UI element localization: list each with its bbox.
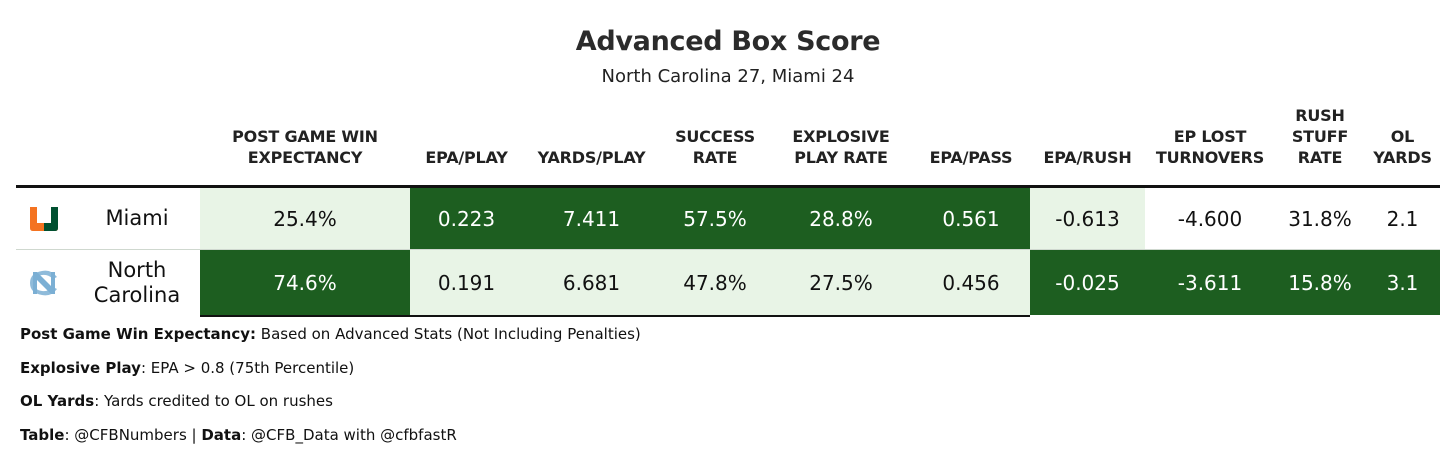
row-divider — [16, 249, 1440, 250]
cell-ol_yards: 3.1 — [1365, 250, 1440, 315]
unc-nc-logo-icon — [24, 268, 64, 303]
column-header-line: POST GAME WIN — [232, 127, 378, 146]
cell-epa_play: 0.223 — [410, 188, 523, 249]
miami-u-logo-icon — [24, 204, 64, 239]
column-header-epa_play: EPA/PLAY — [410, 100, 523, 176]
column-header-line: EPA/PASS — [929, 148, 1013, 167]
cell-ol_yards: 2.1 — [1386, 206, 1419, 231]
cell-explosive: 28.8% — [770, 188, 912, 249]
cell-yards_play: 7.411 — [523, 188, 660, 249]
column-header-line: PLAY RATE — [794, 148, 888, 167]
team-name: North Carolina — [93, 257, 181, 307]
cell-stuff: 15.8% — [1275, 250, 1365, 315]
chart-subtitle: North Carolina 27, Miami 24 — [601, 66, 855, 87]
column-header-epa_rush: EPA/RUSH — [1030, 100, 1145, 176]
cell-epa_rush: -0.025 — [1030, 250, 1145, 315]
column-header-epa_pass: EPA/PASS — [912, 100, 1030, 176]
header-rule — [16, 185, 1440, 188]
cell-success: 57.5% — [660, 188, 770, 249]
column-header-line: EP LOST — [1173, 127, 1247, 146]
column-header-ol_yards: OL YARDS — [1365, 100, 1440, 176]
column-header-wp: POST GAME WIN EXPECTANCY — [200, 100, 410, 176]
cell-wp: 25.4% — [200, 188, 410, 249]
table-bottom-rule — [200, 315, 1030, 317]
column-header-line: YARDS/PLAY — [537, 148, 646, 167]
column-header-line: RATE — [1297, 148, 1343, 167]
cell-wp: 74.6% — [200, 250, 410, 315]
column-header-yards_play: YARDS/PLAY — [523, 100, 660, 176]
cell-epa_pass: 0.456 — [912, 250, 1030, 315]
cell-yards_play: 6.681 — [523, 250, 660, 315]
column-header-stuff: RUSH STUFF RATE — [1275, 100, 1365, 176]
credit-line: Table: @CFBNumbers | Data: @CFB_Data wit… — [20, 426, 457, 444]
cell-epa_play: 0.191 — [410, 250, 523, 315]
column-header-line: EPA/PLAY — [425, 148, 508, 167]
cell-ep_lost: -4.600 — [1177, 206, 1243, 231]
cell-epa_pass: 0.561 — [912, 188, 1030, 249]
note-win-expectancy: Post Game Win Expectancy: Based on Advan… — [20, 325, 641, 343]
cell-ep_lost: -3.611 — [1145, 250, 1275, 315]
cell-explosive: 27.5% — [770, 250, 912, 315]
cell-success: 47.8% — [660, 250, 770, 315]
column-header-success: SUCCESS RATE — [660, 100, 770, 176]
column-header-line: STUFF — [1291, 127, 1349, 146]
column-header-line: SUCCESS — [675, 127, 755, 146]
column-header-line: EXPECTANCY — [247, 148, 363, 167]
chart-title: Advanced Box Score — [575, 26, 881, 57]
team-name: Miami — [105, 206, 169, 230]
column-header-line: RATE — [692, 148, 738, 167]
cell-stuff: 31.8% — [1288, 206, 1352, 231]
column-header-line: OL — [1390, 127, 1415, 146]
column-header-line: RUSH — [1295, 106, 1345, 125]
column-header-ep_lost: EP LOST TURNOVERS — [1145, 100, 1275, 176]
column-header-line: TURNOVERS — [1155, 148, 1265, 167]
note-ol-yards: OL Yards: Yards credited to OL on rushes — [20, 392, 333, 410]
column-header-line: YARDS — [1373, 148, 1432, 167]
cell-epa_rush: -0.613 — [1030, 188, 1145, 249]
column-header-line: EPA/RUSH — [1043, 148, 1132, 167]
note-explosive-play: Explosive Play: EPA > 0.8 (75th Percenti… — [20, 359, 355, 377]
column-header-explosive: EXPLOSIVE PLAY RATE — [770, 100, 912, 176]
column-header-line: EXPLOSIVE — [792, 127, 890, 146]
